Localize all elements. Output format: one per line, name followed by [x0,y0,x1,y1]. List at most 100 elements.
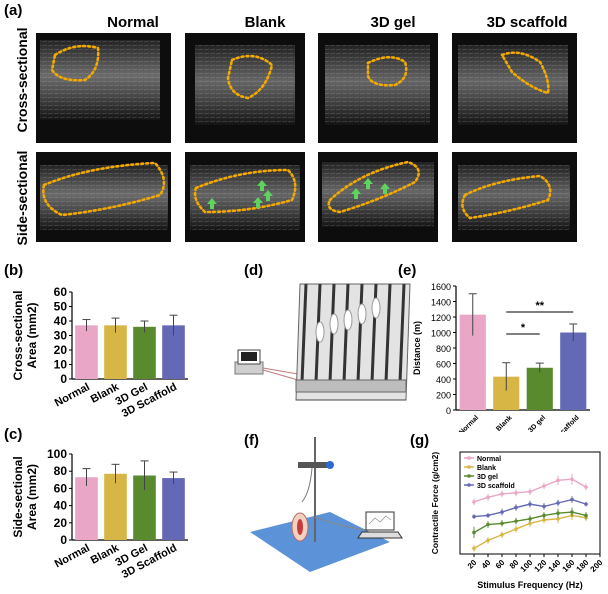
legend-marker-normal [467,456,471,460]
legend-marker-3d-gel [467,474,471,478]
data-point-3d-gel [514,519,518,523]
arrow-icon [351,178,390,199]
column-title-3d-scaffold: 3D scaffold [486,14,568,31]
data-point-3d-gel [542,513,546,518]
panel-label-g: (g) [410,432,430,449]
data-point-3d-scaffold [556,501,560,505]
y-tick-label: 0 [60,533,67,547]
panel-label-e: (e) [398,262,417,279]
y-tick-label: 1400 [431,298,451,308]
data-point-blank [486,538,490,543]
y-axis-label: Side-sectional [11,456,25,537]
laptop-icon [357,511,403,539]
y-tick-label: 1200 [431,313,451,323]
data-point-3d-gel [486,522,490,527]
data-point-blank [556,517,560,521]
y-tick-label: 10 [54,358,68,372]
us-image-side-blank [185,152,305,242]
legend-label-3d-gel: 3D gel [477,474,498,481]
y-tick-label: 800 [436,344,451,354]
us-image-cross-3d-scaffold [452,33,577,143]
panel-label-d: (d) [244,262,264,279]
bar-blank [104,473,127,540]
category-label: 3D scaffold [549,414,581,432]
panel-label-b: (b) [4,262,24,279]
data-point-3d-scaffold [528,502,532,506]
data-point-blank [500,532,504,537]
bar-3d-scaffold [162,325,185,379]
legend-label-blank: Blank [477,465,496,472]
x-tick-label: 60 [494,558,507,571]
data-point-blank [514,527,518,531]
category-label: Normal [458,414,480,432]
ultrasound-images [36,33,577,242]
bar-normal [75,325,98,379]
category-label: Normal [53,381,92,409]
data-point-blank [472,546,476,551]
x-tick-label: 40 [480,558,493,571]
y-axis-label: Area (mm2) [25,302,39,368]
data-point-normal [584,485,588,489]
measurement-setup [250,437,403,572]
data-point-normal [542,484,546,488]
treadmill-illustration [234,283,411,401]
data-point-3d-gel [556,511,560,515]
bar-3d-gel [133,326,156,379]
us-image-side-normal [36,152,171,242]
category-label: 3D gel [527,414,547,432]
y-tick-label: 1000 [431,329,451,339]
panel-label-f: (f) [244,432,259,449]
data-point-normal [486,495,490,500]
y-axis-label: Contractile Force (g/cm2) [430,452,440,555]
y-tick-label: 80 [54,464,68,478]
x-tick-label: 120 [533,558,549,574]
bar-3d-scaffold [162,478,185,540]
y-tick-label: 200 [436,391,451,401]
y-tick-label: 40 [54,314,68,328]
data-point-3d-scaffold [472,514,476,519]
legend-label-3d-scaffold: 3D scaffold [477,483,515,490]
us-image-cross-3d-gel [318,33,438,143]
data-point-3d-gel [528,517,532,521]
data-point-normal [514,491,518,495]
y-tick-label: 1600 [431,282,451,292]
column-title-normal: Normal [107,14,159,31]
panel-label-c: (c) [4,426,23,443]
bar-blank [104,325,127,379]
category-label: Normal [53,542,92,570]
y-tick-label: 30 [54,329,68,343]
y-tick-label: 60 [54,285,68,299]
x-tick-label: 140 [547,558,563,574]
y-tick-label: 20 [54,343,68,357]
x-tick-label: 200 [589,558,605,574]
data-point-3d-scaffold [500,510,504,514]
significance-label: ** [535,300,544,312]
data-point-3d-gel [570,510,574,514]
legend-marker-3d-scaffold [467,483,471,487]
us-image-side-3d-scaffold [452,152,577,242]
bar-3d-scaffold [560,332,587,410]
data-point-3d-scaffold [542,504,546,509]
x-tick-label: 20 [466,558,479,571]
data-point-normal [556,478,560,483]
x-axis-label: Stimulus Frequency (Hz) [477,580,583,590]
y-tick-label: 60 [54,481,68,495]
us-image-cross-normal [36,33,171,143]
sensor-icon [326,461,334,469]
data-point-3d-gel [584,513,588,518]
data-point-normal [528,489,532,494]
data-point-blank [542,518,546,522]
y-axis-label: Area (mm2) [25,464,39,530]
data-point-3d-scaffold [486,513,490,518]
force-measurement-illustration [250,437,403,572]
chart-e: 0 200 400 600 800 1000 1200 1400 1600 Normal Blank… [412,282,590,432]
data-point-3d-gel [472,530,476,535]
data-point-normal [570,477,574,481]
y-tick-label: 0 [446,406,451,416]
y-axis-label: Distance (m) [412,321,422,375]
y-tick-label: 100 [47,447,67,461]
x-tick-label: 180 [575,558,591,574]
